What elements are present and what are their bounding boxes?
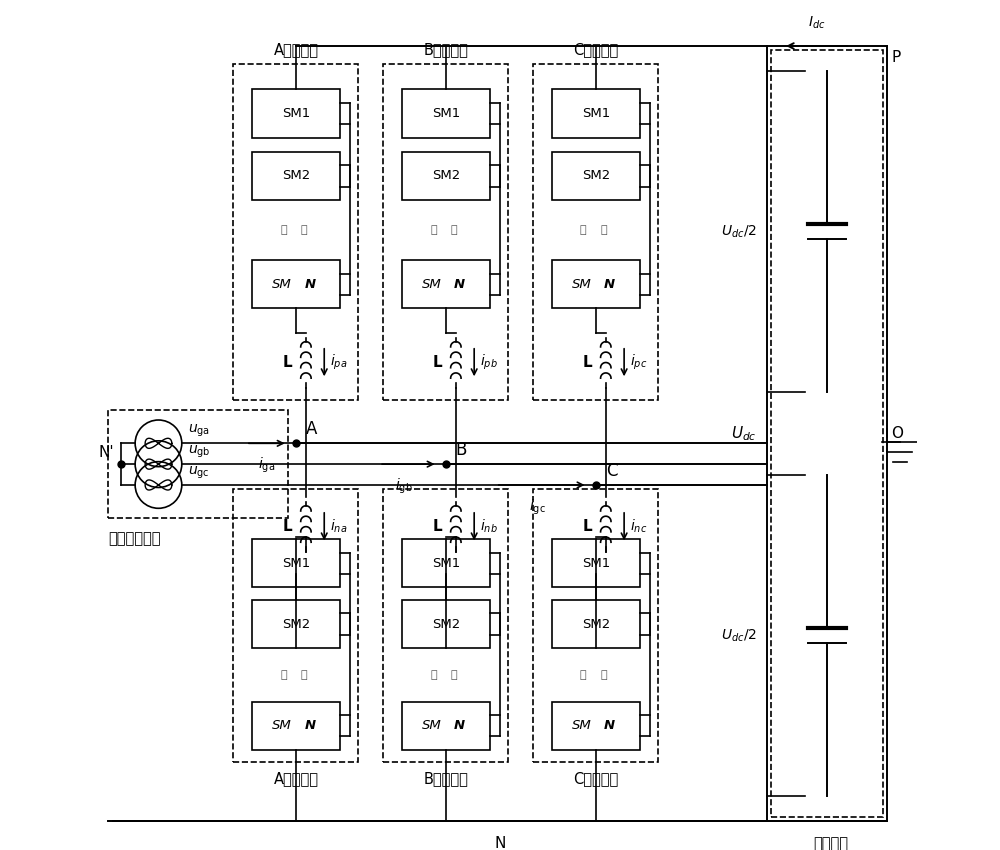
Text: L: L	[583, 355, 592, 370]
Text: B相上桥臂: B相上桥臂	[423, 42, 468, 58]
Text: $i_{\rm gc}$: $i_{\rm gc}$	[529, 497, 546, 517]
Text: C: C	[606, 462, 617, 480]
Text: ア: ア	[601, 670, 607, 680]
Text: O: O	[892, 426, 904, 441]
Text: $I_{dc}$: $I_{dc}$	[808, 14, 825, 31]
Bar	[402, 600, 490, 649]
Text: $u_{\rm gb}$: $u_{\rm gb}$	[188, 444, 211, 460]
Bar	[252, 701, 340, 750]
Text: L: L	[283, 519, 292, 534]
Bar	[402, 152, 490, 200]
Text: SM1: SM1	[432, 557, 460, 570]
Text: SM2: SM2	[582, 169, 610, 183]
Bar	[233, 65, 358, 400]
Bar	[233, 489, 358, 762]
Text: N: N	[604, 719, 615, 732]
Bar	[552, 152, 640, 200]
Text: SM1: SM1	[282, 557, 310, 570]
Text: N: N	[304, 719, 315, 732]
Bar	[552, 260, 640, 309]
Bar	[252, 89, 340, 138]
Text: ア: ア	[280, 670, 287, 680]
Text: 三相交流电网: 三相交流电网	[108, 530, 161, 546]
Text: $u_{\rm ga}$: $u_{\rm ga}$	[188, 422, 211, 439]
Text: $U_{dc}/2$: $U_{dc}/2$	[721, 627, 757, 643]
Text: SM2: SM2	[582, 618, 610, 631]
Bar	[552, 89, 640, 138]
Text: N': N'	[99, 445, 114, 460]
Text: $i_{\rm gb}$: $i_{\rm gb}$	[395, 477, 413, 496]
Text: B相下桥臂: B相下桥臂	[423, 771, 468, 785]
Text: A: A	[306, 421, 317, 439]
Text: $i_{\rm ga}$: $i_{\rm ga}$	[258, 456, 275, 475]
Text: $i_{pa}$: $i_{pa}$	[330, 353, 347, 372]
Text: B: B	[456, 441, 467, 459]
Text: L: L	[433, 355, 442, 370]
Bar	[252, 539, 340, 587]
Bar	[402, 539, 490, 587]
Text: SM1: SM1	[432, 107, 460, 120]
Bar	[402, 260, 490, 309]
Text: C相上桥臂: C相上桥臂	[573, 42, 618, 58]
Text: SM: SM	[272, 278, 292, 291]
Text: $i_{nb}$: $i_{nb}$	[480, 518, 498, 536]
Bar	[383, 489, 508, 762]
Text: A相下桥臂: A相下桥臂	[273, 771, 318, 785]
Text: ア: ア	[430, 670, 437, 680]
Text: SM2: SM2	[282, 618, 310, 631]
Text: ア: ア	[430, 225, 437, 235]
Text: $i_{pc}$: $i_{pc}$	[630, 353, 647, 372]
Text: SM: SM	[422, 719, 442, 732]
Text: $i_{nc}$: $i_{nc}$	[630, 518, 647, 536]
Text: N: N	[454, 278, 465, 291]
Text: SM2: SM2	[282, 169, 310, 183]
Text: $i_{pb}$: $i_{pb}$	[480, 353, 498, 372]
Text: ア: ア	[580, 670, 587, 680]
Text: SM2: SM2	[432, 169, 460, 183]
Text: SM1: SM1	[282, 107, 310, 120]
Text: A相上桥臂: A相上桥臂	[273, 42, 318, 58]
Text: $u_{\rm gc}$: $u_{\rm gc}$	[188, 464, 210, 481]
Bar	[552, 701, 640, 750]
Text: SM2: SM2	[432, 618, 460, 631]
Text: N: N	[304, 278, 315, 291]
Text: ア: ア	[451, 225, 457, 235]
Text: SM1: SM1	[582, 107, 610, 120]
Text: P: P	[892, 50, 901, 65]
Bar	[252, 260, 340, 309]
Text: ア: ア	[301, 670, 308, 680]
Bar	[252, 152, 340, 200]
Text: SM: SM	[572, 278, 592, 291]
Text: L: L	[583, 519, 592, 534]
Text: ア: ア	[301, 225, 308, 235]
Text: ア: ア	[280, 225, 287, 235]
Text: SM: SM	[572, 719, 592, 732]
Text: $U_{dc}$: $U_{dc}$	[731, 424, 757, 443]
Bar	[402, 89, 490, 138]
Bar	[552, 539, 640, 587]
Text: 直流电网: 直流电网	[814, 836, 849, 850]
Text: C相下桥臂: C相下桥臂	[573, 771, 618, 785]
Bar	[402, 701, 490, 750]
Text: SM: SM	[422, 278, 442, 291]
Bar	[771, 50, 883, 817]
Text: ア: ア	[451, 670, 457, 680]
Bar	[383, 65, 508, 400]
Text: N: N	[494, 836, 506, 850]
Text: ア: ア	[601, 225, 607, 235]
Text: $U_{dc}/2$: $U_{dc}/2$	[721, 224, 757, 240]
Text: SM: SM	[272, 719, 292, 732]
Bar	[108, 410, 288, 518]
Bar	[252, 600, 340, 649]
Text: L: L	[283, 355, 292, 370]
Text: SM1: SM1	[582, 557, 610, 570]
Text: N: N	[454, 719, 465, 732]
Bar	[533, 65, 658, 400]
Text: ア: ア	[580, 225, 587, 235]
Text: $i_{na}$: $i_{na}$	[330, 518, 347, 536]
Bar	[533, 489, 658, 762]
Bar	[552, 600, 640, 649]
Text: L: L	[433, 519, 442, 534]
Text: N: N	[604, 278, 615, 291]
